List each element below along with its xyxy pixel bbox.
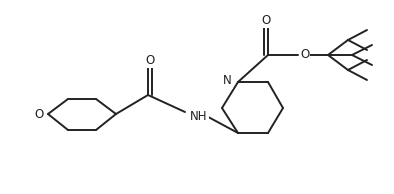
Text: N: N xyxy=(223,74,232,87)
Text: O: O xyxy=(145,54,154,67)
Text: O: O xyxy=(34,107,44,120)
Text: O: O xyxy=(261,14,271,27)
Text: O: O xyxy=(300,48,309,61)
Text: NH: NH xyxy=(190,111,208,124)
